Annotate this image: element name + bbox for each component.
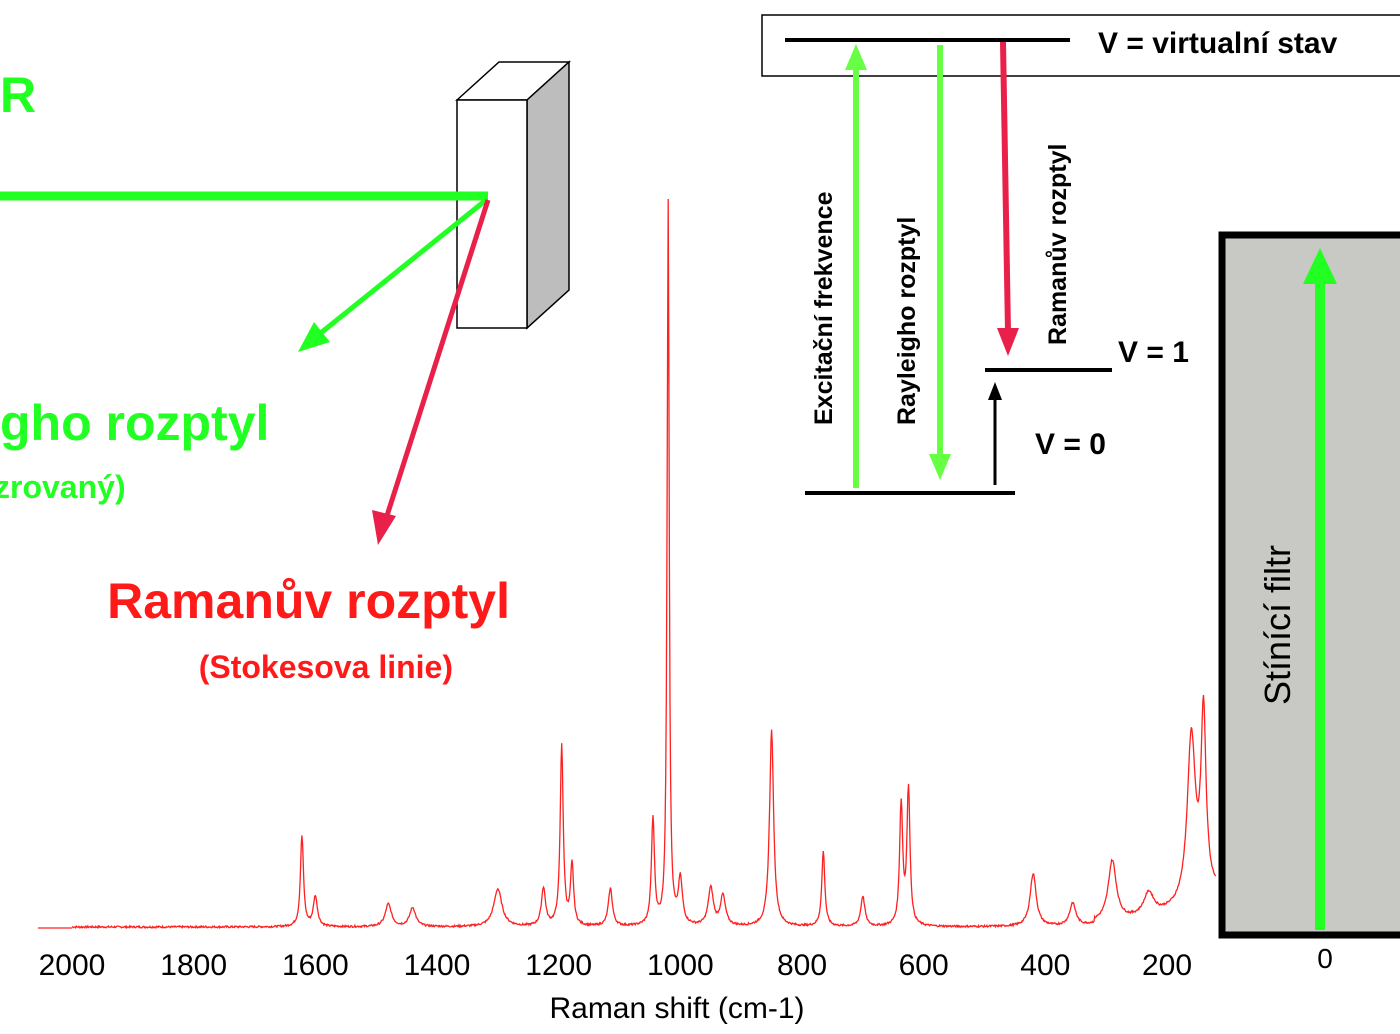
excitation-arrow [845, 44, 867, 488]
laser-label-fragment: R [0, 67, 36, 123]
x-tick-label: 1400 [404, 949, 471, 982]
v1-label: V = 1 [1118, 336, 1189, 369]
rayleigh-scatter-title: gho rozptyl [0, 395, 269, 451]
vibration-arrow [988, 382, 1002, 485]
x-tick-label: 1600 [282, 949, 349, 982]
raman-spectrum [38, 198, 1217, 930]
filter-zero-label: 0 [1317, 943, 1333, 974]
rayleigh-scatter-subtitle: zrovaný) [0, 469, 126, 505]
x-tick-label: 800 [777, 949, 827, 982]
x-axis-label: Raman shift (cm-1) [549, 992, 804, 1025]
x-axis-ticks: 2000 1800 1600 1400 1200 1000 800 600 400 200 [39, 949, 1192, 982]
virtual-state-label: V = virtualní stav [1098, 27, 1338, 60]
filter-laser-arrow [1303, 248, 1337, 930]
notch-filter-block [1218, 231, 1400, 939]
rayleigh-level-label: Rayleigho rozptyl [893, 217, 921, 425]
virtual-state-box [761, 14, 1400, 77]
spectrum-line [71, 198, 1217, 930]
raman-scatter-title: Ramanův rozptyl [107, 573, 510, 629]
raman-scatter-arrow [372, 199, 491, 545]
x-tick-label: 1200 [525, 949, 592, 982]
x-tick-label: 400 [1020, 949, 1070, 982]
excitation-label: Excitační frekvence [810, 191, 838, 425]
x-tick-label: 200 [1142, 949, 1192, 982]
x-tick-label: 600 [899, 949, 949, 982]
x-tick-label: 1800 [160, 949, 227, 982]
x-tick-label: 1000 [647, 949, 714, 982]
filter-label: Stínící filtr [1257, 545, 1298, 705]
v0-label: V = 0 [1035, 428, 1106, 461]
raman-level-label: Ramanův rozptyl [1044, 144, 1072, 345]
raman-scatter-subtitle: (Stokesova linie) [199, 649, 453, 685]
x-tick-label: 2000 [39, 949, 106, 982]
raman-level-arrow [997, 41, 1019, 356]
rayleigh-scatter-arrow [298, 198, 488, 352]
rayleigh-level-arrow [929, 45, 951, 480]
